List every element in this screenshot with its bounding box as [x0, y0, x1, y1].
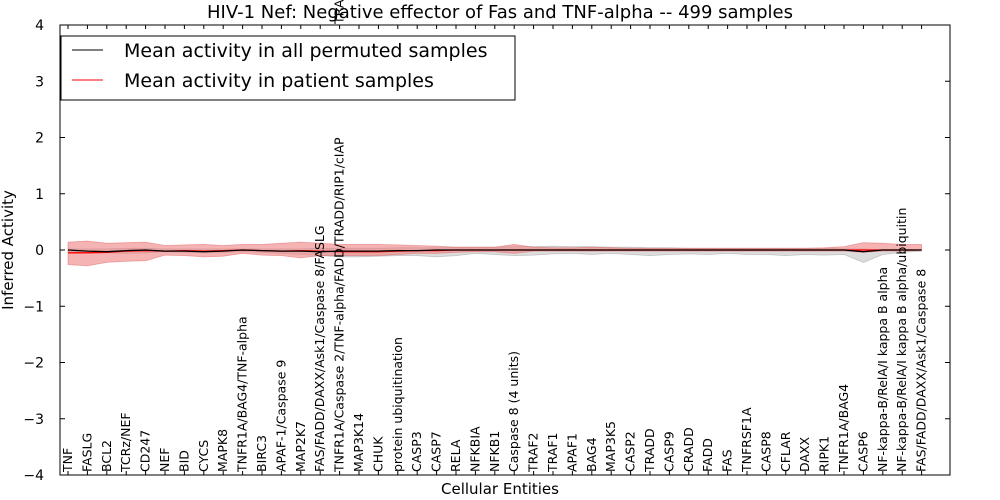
y-tick-label: 1 — [35, 187, 44, 203]
category-label: TNFRSF1A — [739, 407, 754, 473]
y-tick-label: 3 — [35, 74, 44, 90]
series-lines — [67, 249, 922, 254]
category-label: CD247 — [138, 430, 153, 472]
y-tick-label: −3 — [23, 412, 44, 428]
category-label: BCL2 — [99, 440, 114, 472]
plot-area-frame — [59, 24, 951, 476]
category-label: TNFR1A/Caspase 2/TNF-alpha/FADD/TRADD/RI… — [332, 137, 347, 473]
y-tick-label: 0 — [35, 243, 44, 259]
category-label: CHUK — [370, 436, 385, 472]
y-axis-label: Inferred Activity — [0, 190, 17, 310]
category-label: MAP2K7 — [293, 421, 308, 472]
category-label: Caspase 8 (4 units) — [506, 351, 521, 472]
category-label: BID — [176, 450, 191, 472]
category-label: DAXX — [797, 436, 812, 472]
category-label: RIPK1 — [817, 436, 832, 472]
category-label: TNFR1A/BAG4/TNF-alpha — [235, 316, 250, 473]
category-label: TRAF1 — [545, 432, 560, 473]
category-label: CFLAR — [778, 431, 793, 472]
category-label-overflow: TRADD — [332, 0, 347, 25]
category-label: MAP3K14 — [351, 413, 366, 472]
category-label: RELA — [448, 439, 463, 472]
category-labels: TNF FASLG BCL2 TCRz/NEF CD247 NEF BID CYCS MAPK8… — [60, 0, 929, 473]
category-label: APAF-1/Caspase 9 — [273, 360, 288, 472]
category-label: CASP7 — [429, 431, 444, 472]
category-label: FASLG — [79, 433, 94, 472]
category-label: TCRz/NEF — [118, 412, 133, 473]
category-label: protein ubiquitination — [390, 337, 405, 472]
category-label: CYCS — [196, 440, 211, 472]
category-label: FAS/FADD/DAXX/Ask1/Caspase 8/FASLG — [312, 225, 327, 472]
category-label: APAF1 — [564, 433, 579, 472]
category-label: TNF — [60, 448, 75, 473]
category-label: CASP6 — [855, 431, 870, 472]
chart-title: HIV-1 Nef: Negative effector of Fas and … — [207, 2, 793, 23]
category-label: NEF — [157, 448, 172, 472]
legend: Mean activity in all permuted samples Me… — [60, 35, 516, 101]
category-label: TRADD — [642, 428, 657, 473]
category-label: FADD — [700, 438, 715, 472]
category-label: CASP2 — [623, 431, 638, 472]
y-tick-label: 4 — [35, 18, 44, 34]
category-label: TNFR1A/BAG4 — [836, 384, 851, 473]
category-label: MAPK8 — [215, 429, 230, 472]
category-label: FAS — [720, 449, 735, 472]
y-axis-ticks: −4 −3 −2 −1 0 1 2 3 4 — [23, 18, 950, 484]
legend-box — [60, 35, 516, 101]
category-label: BAG4 — [584, 437, 599, 472]
category-label: NFKB1 — [487, 431, 502, 472]
y-tick-label: −1 — [23, 299, 44, 315]
category-label: NF-kappa-B/RelA/I kappa B alpha — [875, 267, 890, 472]
category-label: BIRC3 — [254, 435, 269, 472]
category-label: MAP3K5 — [603, 421, 618, 472]
legend-label-patient: Mean activity in patient samples — [124, 70, 434, 92]
y-tick-label: −2 — [23, 356, 44, 372]
confidence-bands — [67, 240, 922, 267]
category-label: CASP3 — [409, 431, 424, 472]
category-label: CRADD — [681, 427, 696, 472]
legend-label-permuted: Mean activity in all permuted samples — [124, 40, 487, 62]
category-label: FAS/FADD/DAXX/Ask1/Caspase 8 — [914, 269, 929, 472]
category-label: CASP9 — [661, 431, 676, 472]
category-label: TRAF2 — [526, 432, 541, 473]
y-tick-label: 2 — [35, 131, 44, 147]
y-tick-label: −4 — [23, 468, 44, 484]
line-permuted — [67, 249, 922, 253]
category-label: CASP8 — [758, 431, 773, 472]
category-label: NF-kappa-B/RelA/I kappa B alpha/ubiquiti… — [894, 208, 909, 472]
x-axis-label: Cellular Entities — [441, 480, 559, 498]
category-label: NFKBIA — [467, 426, 482, 472]
